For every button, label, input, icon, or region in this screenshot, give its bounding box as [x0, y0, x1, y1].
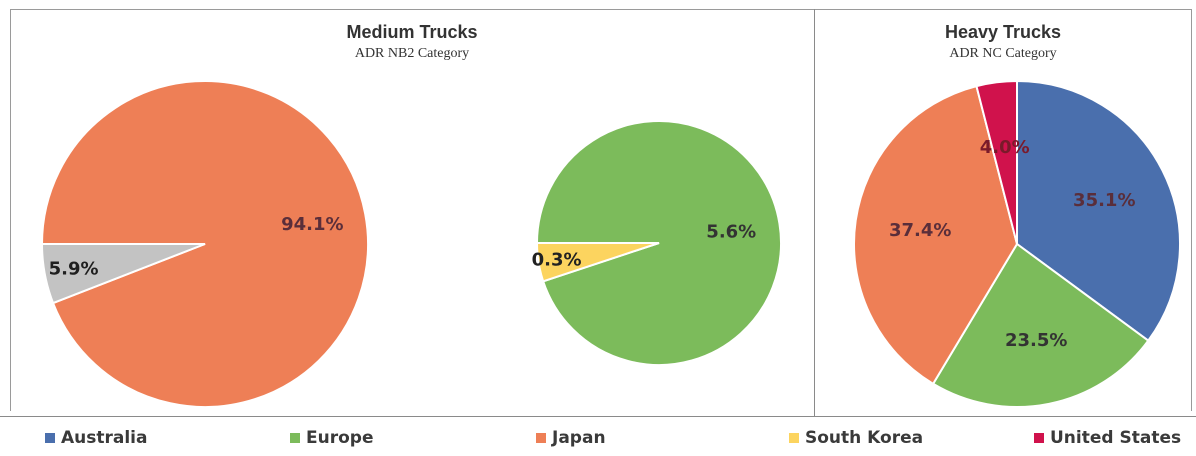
legend: Australia Europe Japan South Korea Unite… — [0, 422, 1196, 456]
legend-swatch-japan — [536, 433, 546, 443]
data-label-other: 5.9% — [49, 259, 99, 280]
legend-label-japan: Japan — [552, 428, 606, 448]
pie-charts: 94.1% 5.9% 5.6% 0.3% 35.1% 23.5% 37.4% 4.0% — [40, 79, 1181, 408]
pie-slice-australia — [1016, 79, 1181, 343]
pie-slice-other — [40, 243, 206, 305]
data-label-united-states: 4.0% — [980, 137, 1030, 158]
legend-item-united-states: United States — [1034, 428, 1181, 448]
legend-swatch-south-korea — [789, 433, 799, 443]
pie-slice-united-states — [975, 79, 1018, 245]
data-label-europe: 5.6% — [706, 221, 756, 242]
legend-item-australia: Australia — [45, 428, 148, 448]
legend-swatch-europe — [290, 433, 300, 443]
data-label-europe: 23.5% — [1005, 330, 1067, 351]
pie-slice-europe — [931, 242, 1150, 408]
data-label-japan: 37.4% — [889, 220, 951, 241]
data-label-australia: 35.1% — [1073, 190, 1135, 211]
legend-swatch-australia — [45, 433, 55, 443]
heavy-trucks-title: Heavy Trucks — [944, 22, 1062, 42]
legend-item-south-korea: South Korea — [789, 428, 923, 448]
chart-frame — [10, 9, 1192, 411]
pie-slice-south-korea — [535, 242, 660, 283]
legend-label-europe: Europe — [306, 428, 374, 448]
data-label-south-korea: 0.3% — [532, 249, 582, 270]
legend-label-united-states: United States — [1050, 428, 1182, 448]
legend-separator — [0, 416, 1196, 417]
legend-item-japan: Japan — [536, 428, 606, 448]
pie-slice-japan — [853, 84, 1019, 386]
legend-swatch-united-states — [1034, 433, 1044, 443]
medium-trucks-subtitle: ADR NB2 Category — [354, 46, 470, 61]
legend-item-europe: Europe — [290, 428, 373, 448]
medium-trucks-title: Medium Trucks — [346, 22, 478, 42]
panel-divider — [814, 9, 815, 417]
legend-label-australia: Australia — [61, 428, 148, 448]
data-label-japan: 94.1% — [281, 214, 343, 235]
legend-label-south-korea: South Korea — [805, 428, 924, 448]
heavy-trucks-subtitle: ADR NC Category — [949, 46, 1057, 61]
